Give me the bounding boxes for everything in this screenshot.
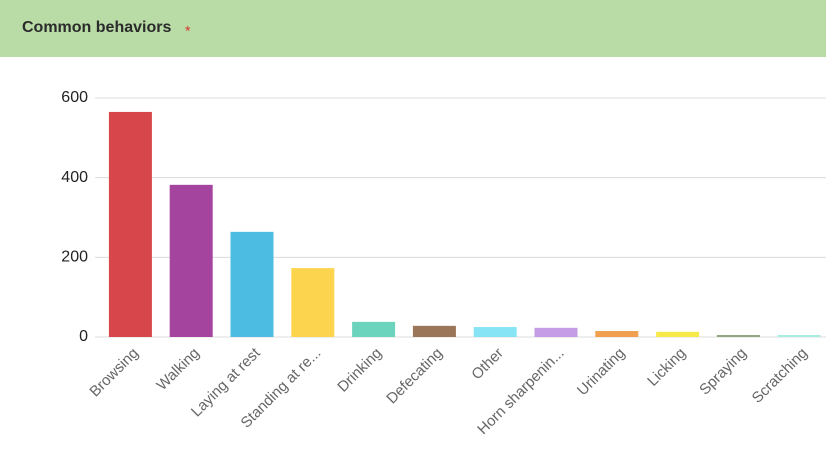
x-tick-label: Spraying <box>696 345 750 399</box>
y-tick-label: 0 <box>79 328 88 345</box>
bar <box>595 331 639 337</box>
bar <box>777 335 821 337</box>
bar <box>716 335 760 337</box>
bar <box>534 327 578 337</box>
y-tick-label: 400 <box>61 169 88 186</box>
x-tick-label: Browsing <box>86 345 142 401</box>
bar <box>412 325 456 337</box>
x-tick-label: Scratching <box>749 345 811 407</box>
x-tick-label: Urinating <box>574 345 628 399</box>
y-tick-label: 200 <box>61 249 88 266</box>
x-tick-label: Walking <box>153 345 202 394</box>
header-title: Common behaviors <box>22 19 171 36</box>
bar <box>473 327 517 337</box>
x-tick-label: Drinking <box>334 345 385 396</box>
y-tick-label: 600 <box>61 89 88 106</box>
header-band <box>0 0 826 57</box>
x-tick-label: Licking <box>644 345 689 390</box>
bar <box>291 268 335 337</box>
bar <box>352 321 396 337</box>
x-tick-label: Defecating <box>383 345 446 408</box>
required-marker: * <box>185 23 191 39</box>
bar <box>656 331 700 337</box>
bar <box>108 111 152 337</box>
bar <box>230 231 274 337</box>
bar <box>169 184 213 337</box>
x-tick-label: Other <box>468 345 507 384</box>
